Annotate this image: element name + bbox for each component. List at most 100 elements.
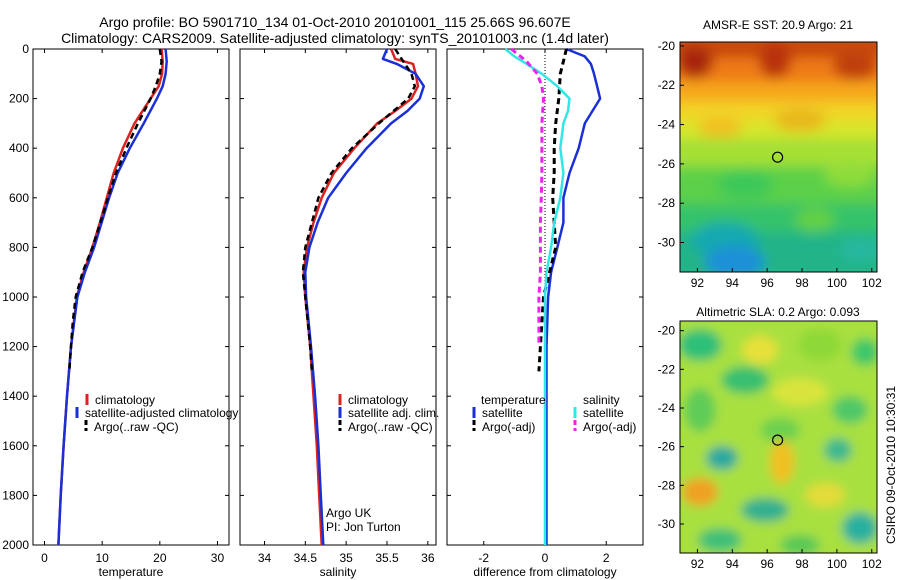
y-tick-label: 800 <box>9 240 29 254</box>
sla-map-title: Altimetric SLA: 0.2 Argo: 0.093 <box>696 305 860 319</box>
y-tick-label: 1600 <box>2 439 29 453</box>
legend-label-temp-satellite: satellite <box>482 406 523 420</box>
y-tick-label: 400 <box>9 141 29 155</box>
salinity-axes-box <box>239 48 437 546</box>
figure-title-line1: Argo profile: BO 5901710_134 01-Oct-2010… <box>99 14 570 30</box>
sla-argo-location-marker <box>771 434 784 446</box>
sla-map-ticks: 92 94 96 98 100 102 -20 -22 -24 -26 -28 -30 <box>658 324 882 571</box>
sst-heatmap <box>680 42 877 272</box>
legend-label-sal-argo: Argo(-adj) <box>583 420 636 434</box>
x-tick-label: 20 <box>153 551 167 565</box>
x-tick-label: 35 <box>339 551 353 565</box>
map-y-tick-label: -30 <box>658 236 676 250</box>
sst-argo-location-marker <box>771 151 784 163</box>
x-tick-label: 30 <box>211 551 225 565</box>
legend-heading-temperature: temperature <box>481 393 546 407</box>
x-tick-label: 0 <box>542 551 549 565</box>
map-y-tick-label: -20 <box>658 39 676 53</box>
salinity-y-ticks <box>240 48 436 546</box>
map-y-tick-label: -28 <box>658 478 676 492</box>
map-x-tick-label: 102 <box>862 557 882 571</box>
x-tick-label: 0 <box>41 551 48 565</box>
map-y-tick-label: -26 <box>658 440 676 454</box>
map-y-tick-label: -24 <box>658 118 676 132</box>
x-tick-label: 36 <box>421 551 435 565</box>
figure-title-line2: Climatology: CARS2009. Satellite-adjuste… <box>61 30 609 46</box>
credit-text: CSIRO 09-Oct-2010 10:30:31 <box>884 386 898 544</box>
y-tick-label: 1000 <box>2 290 29 304</box>
salinity-legend: climatology satellite adj. clim. Argo(..… <box>338 393 439 434</box>
x-tick-label: 35.5 <box>375 551 399 565</box>
climatology-line <box>302 48 420 546</box>
difference-y-ticks <box>447 48 643 546</box>
sst-map-frame <box>679 41 878 273</box>
map-x-tick-label: 96 <box>760 276 774 290</box>
legend-label-climatology: climatology <box>95 393 155 407</box>
y-tick-label: 200 <box>9 92 29 106</box>
x-tick-label: 34.5 <box>294 551 318 565</box>
annotation-pi: PI: Jon Turton <box>326 520 401 534</box>
map-x-tick-label: 94 <box>726 557 740 571</box>
salinity-series <box>301 48 426 546</box>
sst-map-ticks: 92 94 96 98 100 102 -20 -22 -24 -26 -28 -30 <box>658 39 882 290</box>
map-x-tick-label: 92 <box>691 276 705 290</box>
y-tick-label: 1200 <box>2 340 29 354</box>
legend-label-satellite: satellite-adjusted climatology <box>85 406 238 420</box>
legend-label-temp-argo: Argo(-adj) <box>482 420 535 434</box>
y-tick-label: 2000 <box>2 538 29 552</box>
map-x-tick-label: 98 <box>795 276 809 290</box>
salinity-x-label: salinity <box>320 565 357 579</box>
sla-map-frame <box>679 320 878 554</box>
argo-line <box>68 48 163 372</box>
x-tick-label: 2 <box>603 551 610 565</box>
difference-x-ticks: -2 0 2 <box>478 49 610 565</box>
difference-series <box>504 47 602 545</box>
map-x-tick-label: 100 <box>827 557 847 571</box>
map-y-tick-label: -24 <box>658 401 676 415</box>
x-tick-label: -2 <box>478 551 489 565</box>
map-x-tick-label: 96 <box>760 557 774 571</box>
temperature-satellite-line <box>545 47 602 545</box>
temperature-panel: 0 10 20 30 0 200 400 600 800 1000 1200 1400 1600 180… <box>2 42 238 579</box>
map-y-tick-label: -26 <box>658 157 676 171</box>
map-y-tick-label: -30 <box>658 517 676 531</box>
sla-map-panel: Altimetric SLA: 0.2 Argo: 0.093 <box>658 305 882 571</box>
temperature-series <box>57 48 168 546</box>
y-tick-label: 1400 <box>2 389 29 403</box>
sst-map-panel: AMSR-E SST: 20.9 Argo: 21 <box>658 18 882 290</box>
legend-label-argo: Argo(..raw -QC) <box>348 420 433 434</box>
temperature-argo-line <box>537 48 568 372</box>
map-x-tick-label: 98 <box>795 557 809 571</box>
legend-label-satellite: satellite adj. clim. <box>348 406 439 420</box>
temperature-x-ticks: 0 10 20 30 <box>41 49 224 565</box>
legend-label-argo: Argo(..raw -QC) <box>94 420 179 434</box>
legend-label-sal-satellite: satellite <box>583 406 624 420</box>
legend-heading-salinity: salinity <box>583 393 620 407</box>
x-tick-label: 34 <box>258 551 272 565</box>
map-y-tick-label: -22 <box>658 78 676 92</box>
salinity-satellite-line <box>504 48 571 545</box>
map-y-tick-label: -22 <box>658 362 676 376</box>
map-x-tick-label: 102 <box>862 276 882 290</box>
temperature-x-label: temperature <box>99 565 164 579</box>
difference-panel: -2 0 2 difference from climatology tempera… <box>446 47 644 579</box>
map-x-tick-label: 100 <box>827 276 847 290</box>
map-x-tick-label: 94 <box>726 276 740 290</box>
map-y-tick-label: -28 <box>658 196 676 210</box>
annotation-argo-uk: Argo UK <box>326 506 371 520</box>
x-tick-label: 10 <box>95 551 109 565</box>
map-x-tick-label: 92 <box>691 557 705 571</box>
y-tick-label: 600 <box>9 191 29 205</box>
sst-map-title: AMSR-E SST: 20.9 Argo: 21 <box>703 18 853 32</box>
difference-x-label: difference from climatology <box>473 565 616 579</box>
salinity-argo-line <box>510 47 545 347</box>
y-tick-label: 1800 <box>2 488 29 502</box>
difference-legend: temperature satellite Argo(-adj) salinit… <box>472 393 636 434</box>
salinity-panel: 34 34.5 35 35.5 36 salinity climatology sate… <box>239 48 439 579</box>
satellite-line <box>304 48 426 546</box>
argo-line <box>301 48 417 372</box>
salinity-x-ticks: 34 34.5 35 35.5 36 <box>258 49 435 565</box>
temperature-legend: climatology satellite-adjusted climatolo… <box>75 393 238 434</box>
legend-label-climatology: climatology <box>348 393 408 407</box>
